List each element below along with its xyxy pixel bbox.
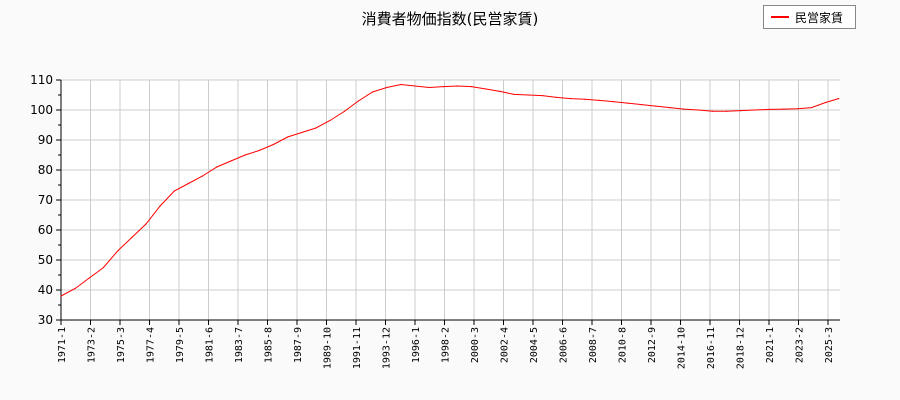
y-tick-label: 50 <box>38 253 53 267</box>
data-point <box>371 91 374 93</box>
x-tick-label: 2006-6 <box>559 327 570 363</box>
data-point <box>471 86 473 88</box>
x-tick-label: 1993-12 <box>382 327 393 369</box>
y-tick-label: 40 <box>38 283 53 297</box>
y-tick-label: 90 <box>38 133 53 147</box>
x-tick-label: 1989-10 <box>323 327 334 369</box>
data-point <box>796 108 798 110</box>
data-point <box>556 96 558 98</box>
legend-swatch <box>771 16 789 18</box>
y-tick-label: 80 <box>38 163 53 177</box>
series-line <box>60 83 839 297</box>
data-point <box>598 99 600 101</box>
x-tick-label: 1971-1 <box>57 327 68 363</box>
data-point <box>428 86 430 89</box>
x-tick-label: 2025-3 <box>824 327 835 363</box>
data-point <box>357 100 359 102</box>
x-tick-label: 2018-12 <box>736 327 747 369</box>
x-tick-label: 2010-8 <box>618 327 629 363</box>
x-tick-label: 2016-11 <box>706 327 717 369</box>
data-point <box>216 166 218 168</box>
data-point <box>740 110 742 112</box>
data-point <box>88 277 90 279</box>
y-tick-label: 110 <box>30 73 53 87</box>
data-point <box>102 266 105 269</box>
x-tick-label: 2000-3 <box>470 327 481 363</box>
data-point <box>683 108 685 110</box>
data-point <box>117 250 119 252</box>
y-tick-label: 30 <box>38 313 53 327</box>
x-tick-label: 1975-3 <box>116 327 127 363</box>
data-point <box>810 107 813 109</box>
data-point <box>782 108 784 110</box>
data-point <box>301 131 303 134</box>
data-point <box>230 160 232 162</box>
data-point <box>187 182 190 185</box>
x-tick-label: 1979-5 <box>175 327 186 363</box>
x-tick-label: 1991-11 <box>352 327 363 369</box>
x-tick-label: 1973-2 <box>87 327 98 363</box>
data-point <box>725 110 728 112</box>
data-point <box>711 110 713 112</box>
legend-label: 民営家賃 <box>795 10 844 25</box>
data-point <box>329 119 331 122</box>
x-tick-label: 1987-9 <box>293 327 304 363</box>
x-tick-label: 2023-2 <box>795 327 806 363</box>
legend: 民営家賃 <box>763 5 856 29</box>
data-point <box>825 101 827 104</box>
data-point <box>145 223 147 225</box>
y-tick-label: 100 <box>30 103 53 117</box>
x-tick-label: 1996-1 <box>411 327 422 363</box>
data-point <box>655 105 657 107</box>
data-point <box>400 83 402 86</box>
data-point <box>272 143 274 146</box>
data-point <box>541 95 544 97</box>
data-point <box>456 85 459 87</box>
data-point <box>754 109 756 111</box>
data-point <box>414 85 416 87</box>
data-point <box>74 287 76 290</box>
chart-title: 消費者物価指数(民営家賃) <box>361 10 539 28</box>
data-point <box>315 127 317 129</box>
x-tick-label: 1977-4 <box>146 327 157 363</box>
data-point <box>202 175 204 177</box>
data-point <box>513 93 515 95</box>
data-point <box>343 110 345 113</box>
data-point <box>697 109 699 111</box>
data-point <box>442 86 444 88</box>
data-point <box>838 98 840 100</box>
data-point <box>626 102 629 104</box>
x-tick-label: 2021-1 <box>765 327 776 363</box>
data-point <box>286 136 289 138</box>
data-point <box>584 98 586 100</box>
y-tick-label: 70 <box>38 193 53 207</box>
data-point <box>640 104 643 106</box>
data-point <box>258 149 260 152</box>
data-point <box>244 154 246 156</box>
data-point <box>499 90 501 92</box>
data-point <box>669 107 671 109</box>
x-tick-label: 2014-10 <box>677 327 688 369</box>
data-point <box>768 108 770 110</box>
data-point <box>131 236 133 239</box>
data-point <box>570 98 572 100</box>
data-point <box>173 190 175 192</box>
data-point <box>527 94 529 96</box>
data-point <box>612 101 614 103</box>
y-tick-label: 60 <box>38 223 53 237</box>
data-point <box>485 88 487 90</box>
x-tick-label: 2012-9 <box>647 327 658 363</box>
x-tick-label: 2002-4 <box>500 327 511 363</box>
x-tick-label: 1985-8 <box>264 327 275 363</box>
x-tick-label: 2008-7 <box>588 327 599 363</box>
data-point <box>159 205 161 207</box>
x-tick-label: 2004-5 <box>529 327 540 363</box>
x-tick-label: 1981-6 <box>205 327 216 363</box>
data-point <box>386 86 388 89</box>
x-tick-label: 1983-7 <box>234 327 245 363</box>
data-point <box>60 295 62 297</box>
x-tick-label: 1998-2 <box>441 327 452 363</box>
